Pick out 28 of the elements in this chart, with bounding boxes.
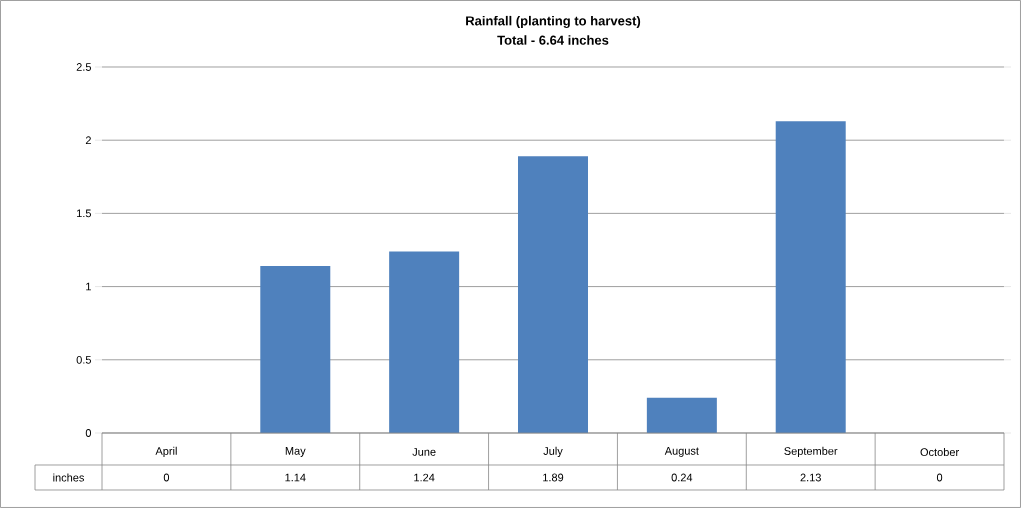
- chart-subtitle: Total - 6.64 inches: [497, 35, 609, 45]
- y-tick-label: 0.5: [76, 355, 91, 364]
- data-label: 0.24: [671, 473, 693, 482]
- chart-title: Rainfall (planting to harvest): [466, 15, 641, 29]
- bar: [775, 121, 846, 433]
- bar: [389, 251, 460, 433]
- bar: [518, 156, 588, 433]
- y-tick-label: 0: [85, 429, 92, 437]
- x-tick-label: July: [543, 446, 563, 458]
- x-tick-label: September: [784, 446, 838, 458]
- x-tick-label: May: [285, 447, 306, 457]
- text: inches: [53, 473, 84, 482]
- data-label: 1.89: [543, 473, 564, 482]
- y-tick-label: 2: [85, 136, 91, 145]
- data-label: 2.13: [800, 473, 821, 482]
- bar: [646, 397, 717, 433]
- data-label: 0: [163, 473, 170, 482]
- bar: [260, 266, 331, 433]
- x-tick-label: October: [920, 447, 959, 457]
- data-label: 1.24: [414, 473, 435, 482]
- x-tick-label: August: [664, 447, 699, 457]
- data-label: 0: [936, 473, 943, 482]
- y-tick-label: 2.5: [76, 63, 91, 71]
- y-tick-label: 1.5: [77, 209, 91, 218]
- data-label: 1.14: [285, 473, 306, 482]
- y-tick-label: 1: [86, 282, 91, 291]
- x-tick-label: April: [155, 446, 177, 458]
- x-tick-label: June: [412, 448, 436, 456]
